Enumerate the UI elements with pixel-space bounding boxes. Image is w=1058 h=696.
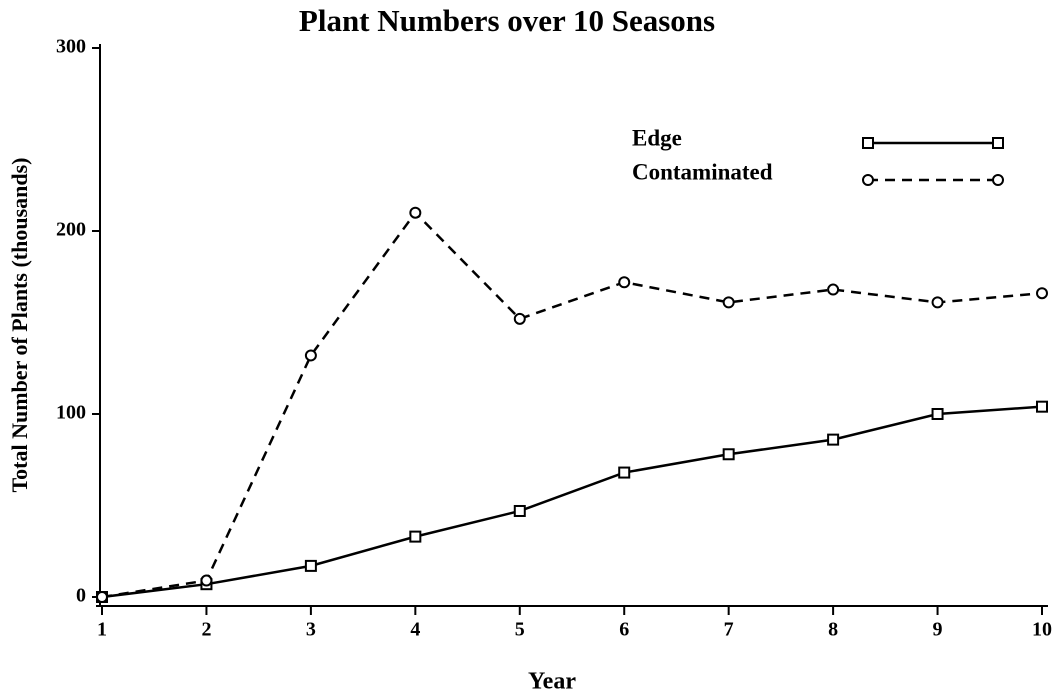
- series-line: [101, 210, 1043, 599]
- y-tick-label: 100: [56, 402, 86, 424]
- x-axis-label: Year: [528, 669, 576, 695]
- marker: [1036, 400, 1048, 413]
- marker: [992, 174, 1004, 186]
- marker: [304, 559, 317, 572]
- x-tick-label: 8: [828, 619, 838, 641]
- marker: [96, 591, 108, 603]
- y-tick-label: 0: [76, 585, 86, 607]
- y-tick-label: 200: [56, 219, 86, 241]
- x-tick-label: 2: [201, 619, 211, 641]
- marker: [1036, 287, 1048, 300]
- marker: [722, 448, 735, 461]
- y-axis-label: Total Number of Plants (thousands): [7, 158, 32, 493]
- marker: [931, 296, 944, 309]
- legend-label: Edge: [632, 125, 682, 150]
- x-tick-label: 5: [515, 619, 525, 641]
- x-tick-label: 4: [410, 619, 420, 641]
- marker: [618, 466, 631, 479]
- x-tick-label: 6: [619, 619, 629, 641]
- marker: [409, 530, 422, 543]
- chart-title: Plant Numbers over 10 Seasons: [299, 3, 715, 38]
- marker: [513, 504, 526, 517]
- marker: [200, 574, 213, 587]
- marker: [513, 312, 526, 325]
- marker: [862, 137, 874, 149]
- marker: [931, 408, 944, 420]
- x-tick-label: 3: [306, 619, 316, 641]
- marker: [409, 206, 422, 219]
- marker: [304, 349, 317, 362]
- marker: [862, 174, 874, 186]
- marker: [827, 283, 840, 296]
- y-tick-label: 300: [56, 36, 86, 58]
- marker: [722, 296, 735, 309]
- x-tick-label: 10: [1032, 619, 1052, 641]
- x-tick-label: 1: [97, 619, 107, 641]
- marker: [992, 137, 1004, 149]
- marker: [618, 276, 631, 289]
- marker: [827, 433, 840, 446]
- x-tick-label: 7: [724, 619, 734, 641]
- legend-label: Contaminated: [632, 159, 773, 184]
- x-tick-label: 9: [933, 619, 943, 641]
- series-line: [101, 405, 1043, 599]
